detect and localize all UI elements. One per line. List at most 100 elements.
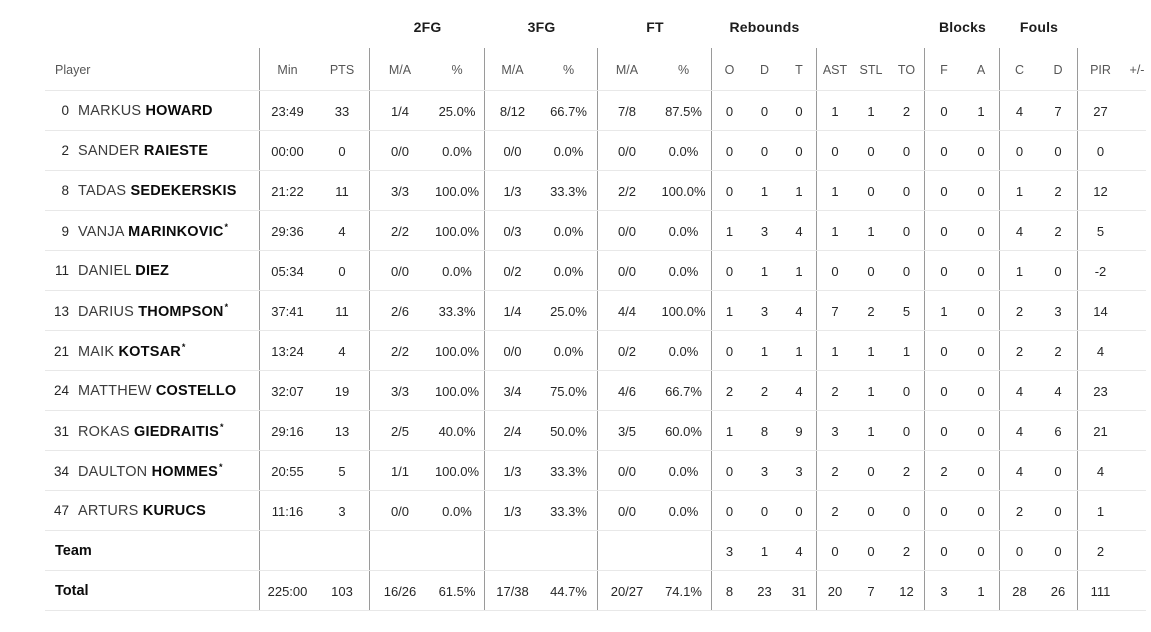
player-cell: 24 MATTHEW COSTELLO <box>0 371 260 411</box>
column-header-row: Player Min PTS M/A% M/A% M/A% O D T AST STL TO F A C D P… <box>0 48 1151 91</box>
player-last-name: THOMPSON <box>138 303 224 320</box>
group-header-blocks: Blocks <box>938 19 987 35</box>
stat-col-3fg-ma: 8/12 <box>499 103 526 119</box>
stat-col-pir: 4 <box>1096 343 1105 359</box>
stat-col-foul-d: 6 <box>1039 411 1078 451</box>
stat-col-pts <box>315 531 370 571</box>
stat-col-ft-ma: 4/4 <box>617 303 637 319</box>
stat-col-reb-d: 1 <box>760 343 769 359</box>
player-cell: 9 VANJA MARINKOVIC* <box>0 211 260 251</box>
stat-col-3fg-pct: 33.3% <box>540 491 598 531</box>
stat-col-blk-f: 0 <box>940 543 948 559</box>
stat-col-reb-o: 0 <box>725 463 734 479</box>
stat-col-pir: 5 <box>1096 223 1105 239</box>
stat-col-min: 32:07 <box>271 383 304 399</box>
column-header-col-stl: STL <box>859 62 883 77</box>
stat-col-ast: 2 <box>831 503 839 519</box>
player-identity: 47 ARTURS KURUCS <box>0 503 259 519</box>
stat-col-to: 1 <box>889 331 925 371</box>
player-cell: 11 DANIEL DIEZ <box>0 251 260 291</box>
stat-col-foul-c: 0 <box>1015 143 1024 159</box>
stat-col-pts: 3 <box>315 491 370 531</box>
stat-col-ft-ma: 0/0 <box>617 503 637 519</box>
player-last-name: HOWARD <box>145 103 213 119</box>
stat-col-2fg-ma: 2/2 <box>390 343 410 359</box>
stat-col-to: 0 <box>889 131 925 171</box>
stat-col-reb-o: 0 <box>725 343 734 359</box>
group-header-ft: FT <box>646 19 664 35</box>
stat-col-foul-d: 0 <box>1039 451 1078 491</box>
stat-col-foul-c: 4 <box>1015 423 1024 439</box>
stat-col-min: 21:22 <box>271 183 304 199</box>
player-first-name: MAIK <box>78 343 119 360</box>
stat-col-min: 00:00 <box>271 143 304 159</box>
stat-col-2fg-ma: 0/0 <box>390 143 410 159</box>
stat-col-ast: 0 <box>831 543 839 559</box>
stat-col-stl: 0 <box>867 263 875 279</box>
player-cell: 47 ARTURS KURUCS <box>0 491 260 531</box>
stat-col-pir: 14 <box>1093 303 1108 319</box>
stat-col-3fg-pct: 0.0% <box>540 131 598 171</box>
stat-col-3fg-pct: 50.0% <box>540 411 598 451</box>
stat-col-pir: 4 <box>1096 463 1105 479</box>
stat-col-2fg-ma: 1/1 <box>390 463 410 479</box>
stat-col-pts: 0 <box>315 251 370 291</box>
stat-col-reb-o: 3 <box>725 543 734 559</box>
stat-col-blk-a: 0 <box>963 251 1000 291</box>
player-number: 31 <box>53 423 69 439</box>
starter-marker: * <box>181 342 186 353</box>
column-header-col-pts: PTS <box>315 48 370 91</box>
stat-col-2fg-pct: 0.0% <box>430 131 485 171</box>
stat-col-reb-t: 31 <box>782 571 817 611</box>
stat-col-pir: 2 <box>1096 543 1105 559</box>
stat-col-ft-ma: 7/8 <box>617 103 637 119</box>
stat-col-to: 0 <box>889 211 925 251</box>
stat-col-2fg-pct: 0.0% <box>430 491 485 531</box>
player-name: SANDER RAIESTE <box>78 143 208 159</box>
stat-col-reb-t: 1 <box>782 331 817 371</box>
stat-col-reb-t: 4 <box>782 531 817 571</box>
stat-col-ft-ma: 0/0 <box>617 463 637 479</box>
stat-col-2fg-pct: 33.3% <box>430 291 485 331</box>
stat-col-blk-a: 0 <box>963 411 1000 451</box>
stat-col-pts: 11 <box>315 171 370 211</box>
stat-col-ft-pct: 0.0% <box>656 491 712 531</box>
player-cell: 31 ROKAS GIEDRAITIS* <box>0 411 260 451</box>
player-first-name: ARTURS <box>78 503 143 519</box>
stat-col-3fg-pct <box>540 531 598 571</box>
stat-col-reb-d: 0 <box>760 103 769 119</box>
stat-col-2fg-pct: 25.0% <box>430 91 485 131</box>
stat-col-3fg-ma: 1/3 <box>503 183 522 199</box>
stat-col-stl: 0 <box>867 183 875 199</box>
stat-col-foul-d: 0 <box>1039 491 1078 531</box>
stat-col-to: 5 <box>889 291 925 331</box>
player-number: 21 <box>53 343 69 359</box>
stat-col-blk-a: 0 <box>963 451 1000 491</box>
stat-col-3fg-ma: 17/38 <box>496 583 529 599</box>
stat-col-foul-c: 28 <box>1012 583 1027 599</box>
group-header-row: 2FG 3FG FT Rebounds Blocks Fouls <box>0 0 1151 48</box>
stat-col-3fg-ma: 1/4 <box>503 303 522 319</box>
stat-col-2fg-pct: 61.5% <box>430 571 485 611</box>
player-first-name: DANIEL <box>78 263 136 279</box>
player-first-name: TADAS <box>78 183 131 199</box>
stat-col-blk-a: 0 <box>963 371 1000 411</box>
stat-col-ast: 1 <box>831 103 839 119</box>
stat-col-3fg-ma: 1/3 <box>503 463 522 479</box>
column-header-col-3fg-ma: M/A <box>501 62 524 77</box>
column-header-col-blk-f: F <box>940 62 948 77</box>
stat-col-to: 0 <box>889 411 925 451</box>
player-row: 24 MATTHEW COSTELLO 32:07 19 3/3 100.0% 3/4 75.… <box>0 371 1151 411</box>
player-identity: 11 DANIEL DIEZ <box>0 263 259 279</box>
stat-col-reb-o: 0 <box>725 503 734 519</box>
stat-col-reb-d: 1 <box>760 543 769 559</box>
column-header-col-ast: AST <box>822 62 848 77</box>
stat-col-ast: 0 <box>831 143 839 159</box>
stat-col-3fg-ma: 1/3 <box>503 503 522 519</box>
stat-col-2fg-ma: 16/26 <box>383 583 417 599</box>
stat-col-reb-d: 23 <box>757 583 772 599</box>
stat-col-blk-a: 0 <box>963 491 1000 531</box>
player-name: ROKAS GIEDRAITIS* <box>78 422 224 440</box>
stat-col-pir: 1 <box>1096 503 1105 519</box>
stat-col-blk-f: 1 <box>940 303 948 319</box>
